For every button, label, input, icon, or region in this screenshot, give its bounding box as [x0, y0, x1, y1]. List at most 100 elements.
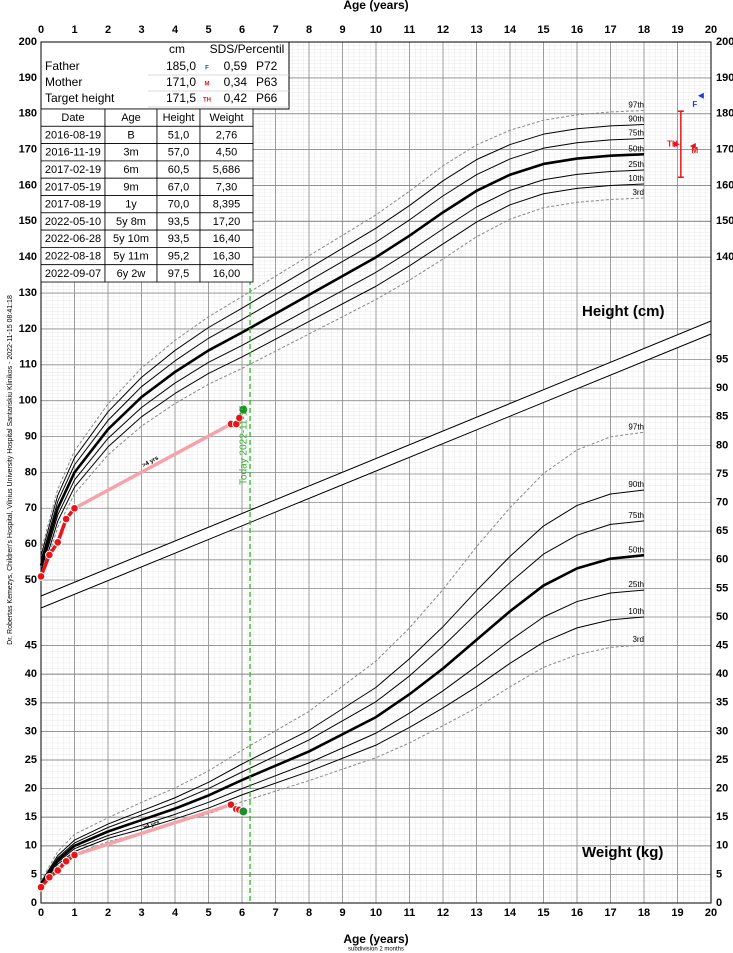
- measurement-point: [226, 800, 236, 809]
- percentile-label: 75th: [628, 129, 644, 138]
- measurement-point: [36, 572, 46, 581]
- x-tick-label: 16: [571, 907, 583, 919]
- parent-cm: 185,0: [166, 59, 196, 73]
- parent-symbol: F: [205, 66, 209, 72]
- x-tick-label: 19: [671, 24, 683, 36]
- x-axis-subtitle: subdivision 2 months: [348, 947, 404, 953]
- x-axis-title: Age (years): [343, 932, 408, 946]
- x-tick-label: 4: [172, 907, 179, 919]
- parent-cm: 171,5: [166, 91, 196, 105]
- y2-tick-label: 35: [716, 697, 728, 709]
- target-marker: [697, 92, 704, 99]
- measurement-point: [36, 882, 46, 892]
- y2-tick-label: 90: [716, 382, 728, 394]
- today-label: Today 2022-11-15: [239, 405, 250, 485]
- y2-tick-label: 50: [716, 611, 728, 623]
- x-tick-label: 14: [504, 907, 517, 919]
- measurement-point: [45, 550, 54, 560]
- x-tick-label: 13: [470, 907, 482, 919]
- table-cell-text: 2017-05-19: [45, 181, 101, 193]
- y2-tick-label: 170: [716, 144, 733, 156]
- y2-tick-label: 80: [716, 439, 728, 451]
- y-tick-label: 190: [19, 72, 37, 84]
- percentile-line: [40, 431, 645, 881]
- x-tick-label: 19: [671, 907, 683, 919]
- parent-symbol: M: [205, 82, 210, 88]
- percentile-label: 25th: [628, 580, 644, 589]
- x-tick-label: 15: [537, 907, 549, 919]
- y2-tick-label: 160: [716, 179, 733, 191]
- table-cell-text: 5y 10m: [113, 233, 149, 245]
- data-layer: 5060708090100110120130140150160170180190…: [19, 0, 733, 953]
- parent-sds: 0,59: [224, 59, 248, 73]
- y2-tick-label: 10: [716, 840, 728, 852]
- percentile-label: 3rd: [632, 635, 644, 644]
- table-cell: [199, 264, 254, 283]
- percentile-label: 50th: [628, 545, 644, 554]
- x-tick-label: 6: [239, 24, 245, 36]
- y-tick-label: 25: [25, 754, 37, 766]
- target-marker: [689, 143, 696, 150]
- x-tick-label: 9: [339, 907, 345, 919]
- y2-tick-label: 95: [716, 354, 728, 366]
- table-cell-text: 4,50: [216, 147, 237, 159]
- percentile-line: [40, 489, 645, 883]
- percentile-label: 10th: [628, 607, 644, 616]
- table-header: SDS/Percentil: [210, 42, 285, 56]
- measurement-point: [70, 503, 79, 513]
- gap-label: >4 yrs: [142, 820, 161, 831]
- percentile-line: [40, 644, 645, 888]
- y-tick-label: 110: [19, 359, 37, 371]
- measurement-point: [238, 404, 249, 415]
- table-cell-text: 2,76: [216, 129, 237, 141]
- percentile-line: [40, 110, 645, 552]
- y-tick-label: 15: [25, 811, 37, 823]
- x-tick-label: 0: [38, 24, 44, 36]
- table-cell-text: 2022-05-10: [45, 216, 101, 228]
- y2-tick-label: 65: [716, 525, 728, 537]
- y2-tick-label: 15: [716, 811, 728, 823]
- grid: [40, 42, 712, 903]
- table-cell-text: 97,5: [168, 268, 189, 280]
- percentile-line: [40, 123, 645, 556]
- x-tick-label: 6: [239, 907, 245, 919]
- measurement-point: [70, 850, 79, 860]
- parent-sds: 0,42: [224, 91, 248, 105]
- y-tick-label: 140: [19, 251, 37, 263]
- table-cell-text: 6m: [123, 164, 138, 176]
- table-header: cm: [169, 42, 185, 56]
- y2-tick-label: 25: [716, 754, 728, 766]
- x-tick-label: 11: [404, 907, 416, 919]
- table-cell-text: 16,40: [213, 233, 241, 245]
- y-tick-label: 160: [19, 179, 37, 191]
- measurement-point: [61, 514, 71, 524]
- y2-tick-label: 70: [716, 497, 728, 509]
- x-tick-label: 15: [537, 24, 549, 36]
- table-cell-text: 2017-08-19: [45, 199, 101, 211]
- table-cell-text: 9m: [123, 181, 138, 193]
- y-tick-label: 60: [25, 538, 37, 550]
- parent-cm: 171,0: [166, 75, 196, 89]
- table-cell-text: 2016-08-19: [45, 129, 101, 141]
- percentile-line: [40, 183, 645, 576]
- y-tick-label: 35: [25, 697, 37, 709]
- y-tick-label: 70: [25, 502, 37, 514]
- y-tick-label: 20: [25, 783, 37, 795]
- y-tick-label: 80: [25, 466, 37, 478]
- plot-frame: [40, 41, 712, 904]
- x-tick-label: 7: [272, 24, 278, 36]
- y-tick-label: 100: [19, 395, 37, 407]
- percentile-label: 90th: [628, 115, 644, 124]
- parent-percentile: P72: [256, 59, 278, 73]
- y2-tick-label: 75: [716, 468, 728, 480]
- parent-sds: 0,34: [224, 75, 248, 89]
- y-tick-label: 30: [25, 725, 37, 737]
- y-tick-label: 180: [19, 108, 37, 120]
- x-tick-label: 5: [205, 24, 211, 36]
- x-tick-label: 12: [437, 24, 449, 36]
- percentile-label: 90th: [628, 480, 644, 489]
- y-tick-label: 120: [19, 323, 37, 335]
- table-cell-text: 16,00: [213, 268, 241, 280]
- x-tick-label: 1: [71, 24, 77, 36]
